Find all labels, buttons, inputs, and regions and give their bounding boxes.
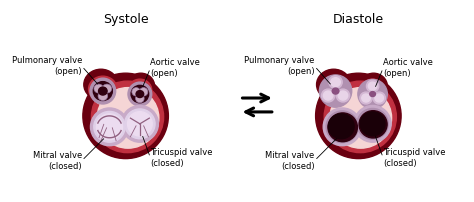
Ellipse shape (136, 94, 144, 103)
Text: Pulmonary valve
(open): Pulmonary valve (open) (244, 56, 315, 76)
Ellipse shape (362, 94, 370, 102)
Ellipse shape (316, 73, 401, 159)
Ellipse shape (128, 112, 152, 136)
Ellipse shape (139, 88, 148, 96)
Ellipse shape (375, 94, 383, 102)
Ellipse shape (84, 69, 118, 100)
Ellipse shape (338, 91, 348, 100)
Ellipse shape (128, 79, 152, 101)
Ellipse shape (93, 82, 112, 101)
Ellipse shape (328, 114, 354, 139)
Ellipse shape (359, 111, 387, 138)
Ellipse shape (370, 92, 375, 97)
Ellipse shape (366, 80, 379, 92)
Ellipse shape (373, 92, 385, 104)
Text: Diastole: Diastole (333, 13, 384, 26)
Ellipse shape (89, 76, 117, 102)
Ellipse shape (368, 82, 377, 90)
Ellipse shape (362, 86, 382, 104)
Ellipse shape (97, 88, 159, 148)
Ellipse shape (331, 78, 340, 87)
Ellipse shape (91, 108, 128, 146)
Text: Aortic valve
(open): Aortic valve (open) (383, 58, 433, 78)
Text: Aortic valve
(open): Aortic valve (open) (150, 58, 200, 78)
Ellipse shape (317, 69, 351, 100)
Ellipse shape (321, 76, 350, 102)
Ellipse shape (330, 88, 392, 148)
Ellipse shape (98, 92, 108, 101)
Ellipse shape (127, 73, 155, 99)
Ellipse shape (321, 89, 335, 102)
Text: Pulmonary valve
(open): Pulmonary valve (open) (11, 56, 82, 76)
Ellipse shape (354, 105, 391, 142)
Ellipse shape (337, 89, 350, 102)
Ellipse shape (328, 113, 357, 142)
Ellipse shape (96, 114, 122, 140)
Text: Mitral valve
(closed): Mitral valve (closed) (33, 150, 82, 171)
Ellipse shape (324, 81, 396, 153)
Ellipse shape (360, 112, 385, 136)
Ellipse shape (358, 79, 387, 109)
Text: Systole: Systole (103, 13, 148, 26)
Ellipse shape (90, 78, 116, 104)
Ellipse shape (132, 88, 140, 96)
Ellipse shape (326, 111, 358, 143)
Ellipse shape (361, 79, 384, 101)
Text: Tricuspid valve
(closed): Tricuspid valve (closed) (150, 147, 213, 168)
Ellipse shape (131, 85, 149, 103)
Text: Tricuspid valve
(closed): Tricuspid valve (closed) (383, 147, 446, 168)
Ellipse shape (128, 82, 152, 106)
Ellipse shape (326, 83, 349, 105)
Ellipse shape (94, 84, 103, 93)
Ellipse shape (94, 112, 125, 142)
Ellipse shape (102, 84, 112, 93)
Ellipse shape (91, 81, 164, 153)
Ellipse shape (323, 108, 361, 146)
Ellipse shape (125, 109, 155, 139)
Ellipse shape (332, 88, 339, 94)
Ellipse shape (93, 83, 117, 105)
Ellipse shape (323, 91, 333, 100)
Ellipse shape (83, 73, 168, 159)
Ellipse shape (136, 90, 144, 98)
Ellipse shape (360, 73, 387, 99)
Ellipse shape (129, 86, 149, 104)
Ellipse shape (329, 76, 342, 89)
Text: Mitral valve
(closed): Mitral valve (closed) (265, 150, 315, 171)
Ellipse shape (99, 87, 107, 95)
Ellipse shape (121, 105, 158, 142)
Ellipse shape (357, 108, 388, 139)
Ellipse shape (360, 92, 372, 104)
Ellipse shape (319, 75, 352, 107)
